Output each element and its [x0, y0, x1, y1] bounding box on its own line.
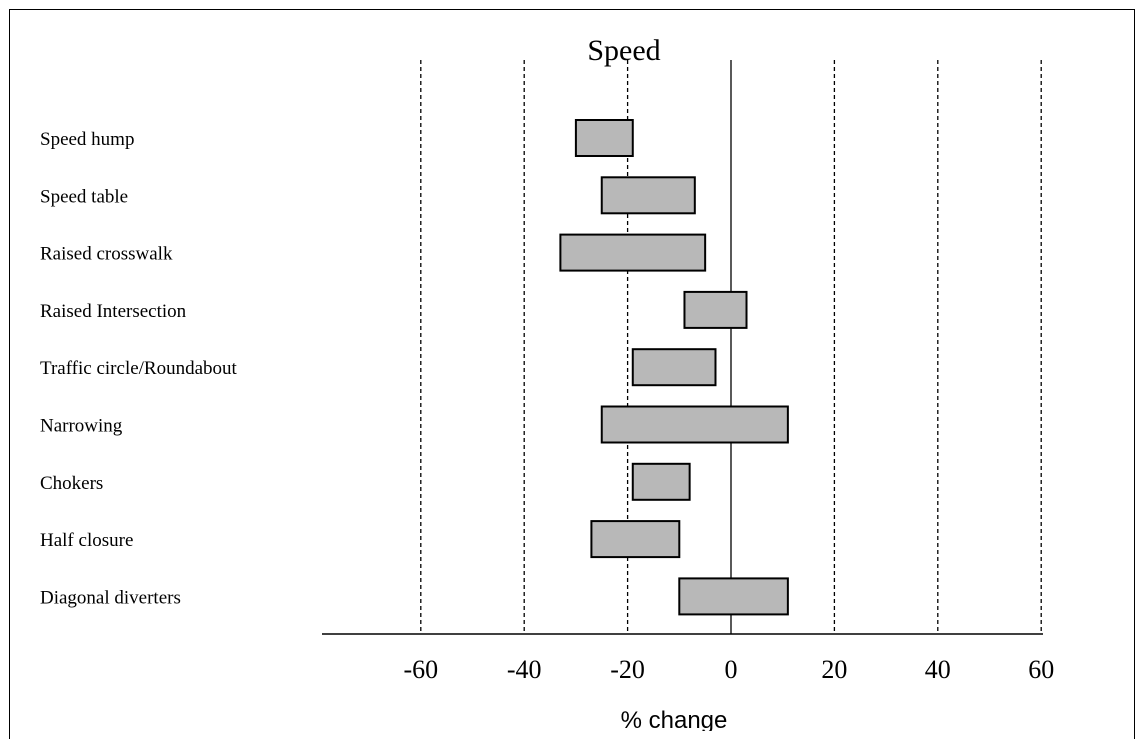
chart-title: Speed [587, 34, 660, 67]
x-tick-label: -20 [610, 655, 645, 684]
x-tick-label: 0 [725, 655, 738, 684]
range-bar [559, 233, 707, 272]
bars [559, 119, 789, 616]
category-label: Half closure [40, 530, 133, 551]
category-label: Speed table [40, 186, 128, 207]
range-bar [600, 405, 789, 444]
category-label: Diagonal diverters [40, 587, 181, 608]
x-tick-label: 60 [1028, 655, 1054, 684]
range-bar [600, 176, 696, 215]
x-tick-label: -40 [507, 655, 542, 684]
range-bar [683, 290, 748, 329]
category-labels: Speed hump Speed table Raised crosswalk Rai… [40, 129, 238, 608]
category-label: Raised Intersection [40, 301, 187, 322]
range-bar [631, 348, 717, 387]
range-bar [678, 577, 789, 616]
category-label: Chokers [40, 473, 103, 494]
gridlines [420, 60, 1042, 634]
x-tick-label: 20 [821, 655, 847, 684]
category-label: Narrowing [40, 416, 123, 437]
range-bar [574, 119, 634, 157]
range-bar [631, 462, 691, 501]
x-tick-label: 40 [925, 655, 951, 684]
x-tick-labels: -60 -40 -20 0 20 40 60 [403, 655, 1054, 684]
category-label: Speed hump [40, 129, 134, 150]
category-label: Traffic circle/Roundabout [40, 358, 238, 379]
chart-frame [9, 9, 1135, 739]
range-bar [590, 520, 681, 559]
x-tick-label: -60 [403, 655, 438, 684]
x-axis-label: % change [621, 707, 728, 731]
category-label: Raised crosswalk [40, 244, 173, 265]
